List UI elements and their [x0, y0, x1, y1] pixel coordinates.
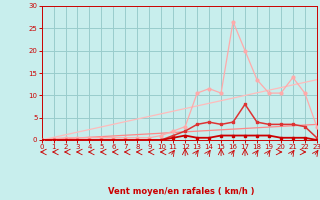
Text: Vent moyen/en rafales ( km/h ): Vent moyen/en rafales ( km/h ) [108, 187, 254, 196]
